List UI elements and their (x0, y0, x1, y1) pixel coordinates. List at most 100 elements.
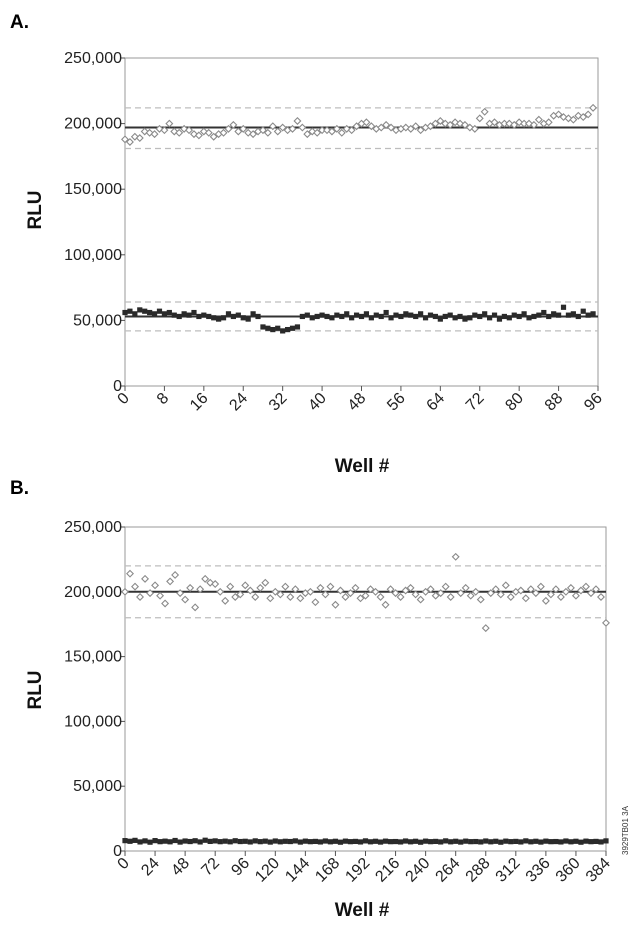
panel-b-point-high (536, 582, 545, 591)
panel-b-point-high (211, 580, 220, 589)
panel-b-point-low (252, 838, 258, 844)
panel-a-point-high (554, 110, 563, 119)
panel-a-point-high (121, 135, 129, 144)
panel-a-point-low (462, 316, 468, 322)
panel-b-point-low (533, 838, 539, 844)
panel-a-point-low (487, 315, 493, 321)
panel-a-point-low (555, 312, 562, 318)
panel-a-point-low (541, 309, 547, 316)
panel-b-point-high (191, 603, 200, 612)
panel-b-point-low (257, 839, 263, 845)
panel-b-point-high (221, 596, 230, 605)
panel-a-point-high (219, 128, 228, 137)
panel-a-y-tick-label: 200,000 (64, 116, 122, 133)
panel-a-point-low (137, 307, 143, 313)
panel-b-point-high (521, 594, 530, 603)
panel-b-point-low (222, 838, 228, 844)
panel-b-point-low (387, 839, 394, 845)
panel-b-point-low (463, 838, 469, 844)
panel-b-point-low (563, 838, 569, 844)
panel-b-point-high (261, 578, 270, 587)
panel-b-point-high (516, 586, 525, 595)
panel-b-point-low (357, 839, 364, 845)
panel-a-point-low (398, 313, 404, 320)
panel-b-x-tick-label: 312 (493, 855, 524, 886)
panel-a-point-low (196, 313, 202, 320)
panel-b-point-low (212, 838, 218, 844)
panel-b-point-low (478, 839, 484, 845)
panel-a-point-low (516, 313, 522, 320)
panel-b-point-high (171, 570, 180, 579)
panel-a-y-tick-label: 150,000 (64, 181, 122, 198)
panel-b-point-high (181, 595, 190, 604)
panel-b-point-high (136, 593, 145, 601)
panel-a-point-high (352, 122, 361, 131)
panel-b-x-tick-label: 216 (372, 855, 403, 886)
panel-b-point-low (242, 838, 248, 844)
panel-b-point-low (237, 838, 243, 845)
panel-b-point-low (392, 838, 399, 845)
panel-b-point-high (506, 593, 515, 601)
panel-b-point-low (337, 839, 344, 845)
panel-b-x-tick-label: 264 (433, 855, 464, 886)
panel-a-point-low (393, 312, 399, 318)
panel-a-point-low (127, 308, 133, 314)
panel-b-point-low (207, 838, 213, 845)
panel-b-point-low (147, 839, 153, 845)
panel-b-point-high (436, 589, 445, 598)
panel-b-point-high (496, 590, 505, 599)
panel-b-x-tick-label: 360 (553, 855, 584, 886)
panel-a-point-high (160, 126, 169, 135)
panel-a-point-low (526, 315, 532, 321)
panel-a-point-low (186, 312, 192, 318)
panel-a-point-high (288, 124, 297, 133)
panel-b-point-high (461, 583, 470, 592)
panel-b-point-low (498, 839, 504, 845)
panel-a-point-high (584, 110, 593, 119)
panel-b-point-high (331, 600, 340, 609)
panel-b-point-high (602, 618, 610, 627)
panel-b-point-low (192, 838, 198, 844)
panel-b-point-low (297, 839, 303, 845)
panel-a-point-low (284, 326, 291, 333)
panel-b-point-low (433, 838, 439, 845)
panel-b-point-high (551, 585, 560, 594)
panel-b-x-tick-label: 48 (168, 855, 193, 880)
panel-a-x-tick-label: 48 (345, 390, 370, 415)
panel-b-point-low (187, 838, 193, 845)
panel-a-point-high (574, 111, 583, 120)
panel-a-point-high (303, 130, 312, 139)
panel-a-point-high (155, 124, 164, 133)
panel-a-point-high (529, 120, 538, 129)
panel-a-point-high (490, 118, 499, 127)
panel-a-point-low (161, 311, 168, 317)
panel-b-point-low (227, 839, 233, 845)
panel-b-point-high (361, 591, 370, 600)
panel-b-x-tick-label: 336 (523, 855, 554, 886)
panel-a-point-low (344, 311, 350, 317)
panel-b-point-low (543, 838, 549, 844)
panel-a-point-high (263, 128, 272, 137)
panel-b-point-high (326, 582, 335, 591)
panel-a-point-high (505, 119, 514, 128)
panel-b-point-low (598, 839, 604, 845)
panel-b-point-low (493, 838, 499, 844)
panel-b-point-low (287, 838, 293, 845)
panel-b-x-tick-label: 288 (463, 855, 494, 886)
panel-a-point-high (431, 119, 440, 128)
panel-a-x-tick-label: 32 (266, 390, 291, 415)
panel-b-point-low (438, 839, 444, 845)
panel-b-point-low (322, 838, 329, 844)
panel-a-point-high (239, 124, 248, 133)
panel-a-point-low (142, 308, 148, 314)
panel-b-point-low (553, 838, 559, 845)
panel-a-point-low (472, 312, 478, 318)
panel-b-point-low (272, 838, 278, 844)
panel-b-y-tick-label: 100,000 (64, 713, 122, 730)
panel-b-point-low (523, 838, 529, 844)
panel-a-point-low (156, 308, 163, 314)
panel-b-point-high (246, 586, 255, 595)
panel-a-point-low (501, 313, 507, 320)
panel-a-point-low (585, 312, 591, 318)
panel-a-point-low (294, 324, 301, 330)
